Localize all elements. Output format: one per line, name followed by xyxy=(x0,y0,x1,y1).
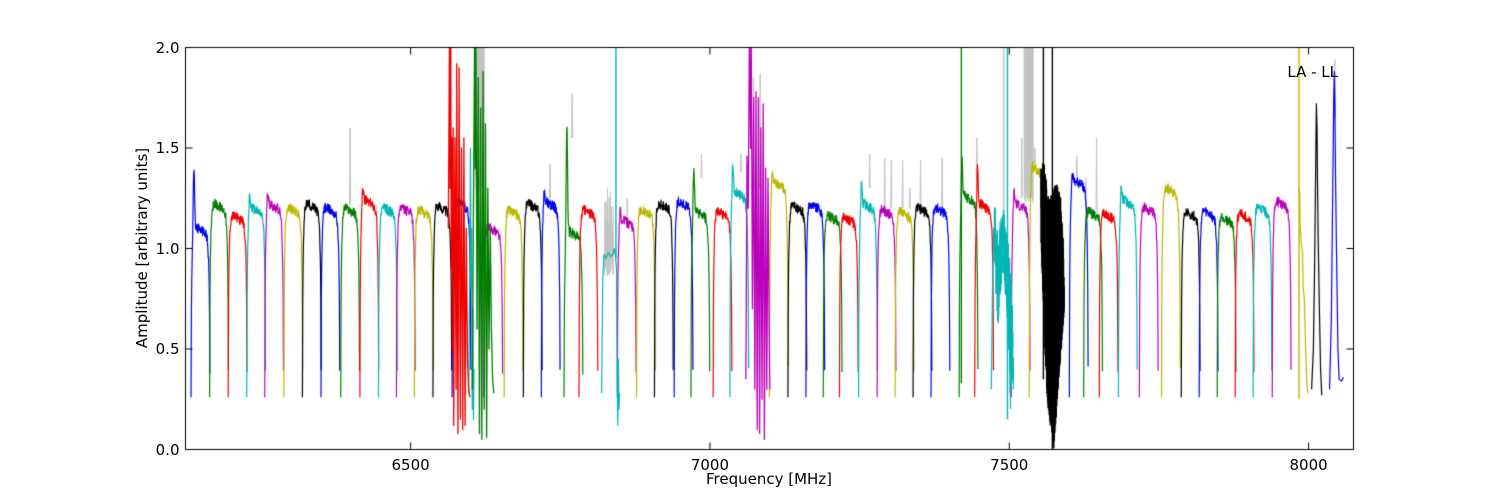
y-tick-label: 0.5 xyxy=(155,340,180,358)
y-tick-label: 1.5 xyxy=(155,139,180,157)
x-tick-label: 7000 xyxy=(690,456,730,474)
x-tick-label: 7500 xyxy=(990,456,1029,474)
x-axis-label: Frequency [MHz] xyxy=(705,470,833,488)
polarization-label: LA - LL xyxy=(1287,63,1338,81)
x-tick-label: 8000 xyxy=(1289,456,1328,474)
y-tick-label: 2.0 xyxy=(155,38,180,57)
y-tick-label: 1.0 xyxy=(155,239,180,258)
x-tick-label: 6500 xyxy=(391,456,430,474)
y-tick-label: 0.0 xyxy=(155,440,180,459)
